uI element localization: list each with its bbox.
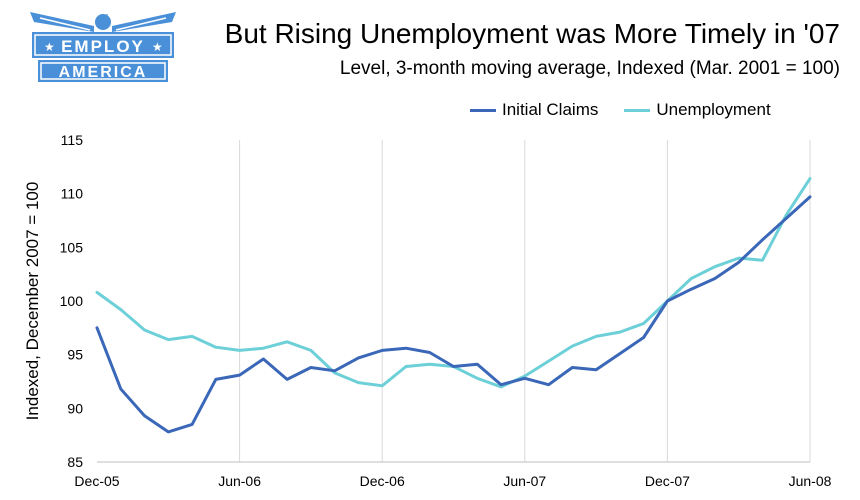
logo-bottom-box — [38, 60, 168, 82]
y-tick-label: 110 — [61, 186, 84, 202]
employ-america-logo: ★ ★ EMPLOY AMERICA — [30, 12, 176, 82]
logo-line1: EMPLOY — [61, 37, 145, 56]
legend-swatch-initial-claims — [470, 108, 496, 112]
legend-item-unemployment: Unemployment — [624, 100, 771, 120]
y-tick-label: 100 — [60, 293, 84, 309]
y-tick-label: 85 — [67, 454, 83, 470]
chart-subtitle: Level, 3-month moving average, Indexed (… — [339, 58, 840, 79]
legend-swatch-unemployment — [624, 108, 651, 112]
chart-title: But Rising Unemployment was More Timely … — [224, 18, 840, 49]
logo-star-right-icon: ★ — [152, 40, 163, 54]
x-tick-label: Jun-07 — [503, 473, 546, 489]
y-tick-label: 95 — [67, 347, 83, 363]
logo-star-left-icon: ★ — [44, 40, 55, 54]
y-axis-label: Indexed, December 2007 = 100 — [23, 182, 42, 421]
y-tick-label: 115 — [61, 132, 84, 148]
x-tick-label: Dec-07 — [645, 473, 690, 489]
y-tick-label: 105 — [60, 239, 84, 255]
chart-legend: Initial Claims Unemployment — [470, 100, 797, 120]
x-tick-label: Dec-06 — [360, 473, 405, 489]
eagle-wings-icon — [30, 12, 176, 32]
legend-item-initial-claims: Initial Claims — [470, 100, 598, 120]
logo-line2: AMERICA — [59, 64, 148, 81]
x-tick-label: Jun-06 — [218, 473, 261, 489]
logo-top-box — [32, 32, 174, 58]
x-tick-label: Jun-08 — [789, 473, 832, 489]
x-tick-label: Dec-05 — [74, 473, 119, 489]
legend-label-unemployment: Unemployment — [656, 100, 771, 119]
legend-label-initial-claims: Initial Claims — [502, 100, 599, 119]
series-line-initial-claims — [95, 195, 812, 434]
y-tick-label: 90 — [67, 400, 83, 416]
